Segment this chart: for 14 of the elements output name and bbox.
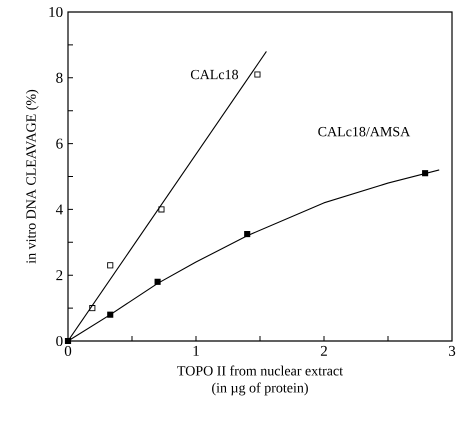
series-label: CALc18 — [190, 70, 238, 80]
x-tick-label: 0 — [64, 346, 72, 356]
x-axis-title: TOPO II from nuclear extract (in µg of protein) — [177, 366, 343, 396]
x-tick-label: 2 — [320, 346, 327, 356]
y-tick-label: 4 — [56, 204, 63, 214]
y-axis-title: in vitro DNA CLEAVAGE (%) — [26, 90, 39, 264]
y-tick-label: 10 — [49, 6, 63, 18]
y-tick-label: 6 — [56, 138, 63, 149]
y-tick-label: 0 — [56, 336, 63, 346]
x-tick-label: 3 — [448, 346, 456, 356]
x-tick-label: 1 — [194, 346, 199, 356]
y-tick-label: 8 — [56, 72, 63, 83]
text: CALc18/AMSA — [318, 126, 410, 136]
y-tick-label: 2 — [56, 270, 62, 280]
